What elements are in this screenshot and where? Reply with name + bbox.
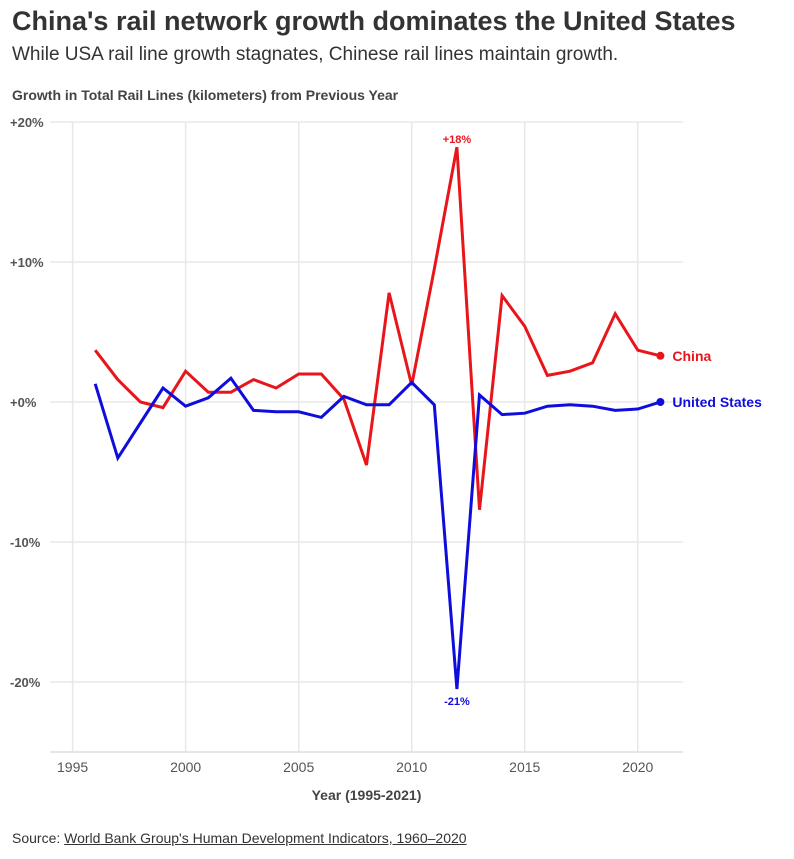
data-annotation: -21% (444, 696, 470, 708)
source-link[interactable]: World Bank Group's Human Development Ind… (64, 830, 467, 846)
data-annotation: +18% (443, 134, 472, 146)
chart-subtitle: While USA rail line growth stagnates, Ch… (12, 44, 619, 65)
series-labels: China United States +18% -21% (443, 134, 762, 708)
x-tick-label: 1995 (57, 759, 88, 775)
y-tick-label: -10% (10, 535, 41, 550)
x-tick-label: 2005 (283, 759, 314, 775)
y-tick-label: -20% (10, 675, 41, 690)
series-line-china (94, 146, 661, 510)
x-axis-title: Year (1995-2021) (312, 787, 422, 803)
x-tick-label: 2000 (170, 759, 201, 775)
x-tick-label: 2010 (396, 759, 427, 775)
series-line-united-states (93, 375, 661, 690)
y-tick-label: +20% (10, 115, 44, 130)
series-lines (93, 146, 665, 690)
x-tick-label: 2015 (509, 759, 540, 775)
series-label-united-states: United States (672, 394, 762, 410)
y-tick-label: +0% (10, 395, 37, 410)
chart-title: China's rail network growth dominates th… (12, 6, 736, 36)
series-end-point-china (656, 351, 665, 360)
x-tick-label: 2020 (622, 759, 653, 775)
axes: +20% +10% +0% -10% -20% 1995 2000 2005 2010 2015 2… (10, 115, 683, 803)
source-note: Source: World Bank Group's Human Develop… (12, 830, 467, 846)
chart-heading: Growth in Total Rail Lines (kilometers) … (12, 87, 399, 103)
series-label-china: China (672, 348, 711, 364)
source-prefix: Source: (12, 830, 65, 846)
grid-lines (50, 121, 683, 752)
series-end-point-united-states (656, 398, 665, 406)
y-tick-label: +10% (10, 255, 44, 270)
line-chart: +20% +10% +0% -10% -20% 1995 2000 2005 2010 2015 2… (10, 115, 762, 803)
